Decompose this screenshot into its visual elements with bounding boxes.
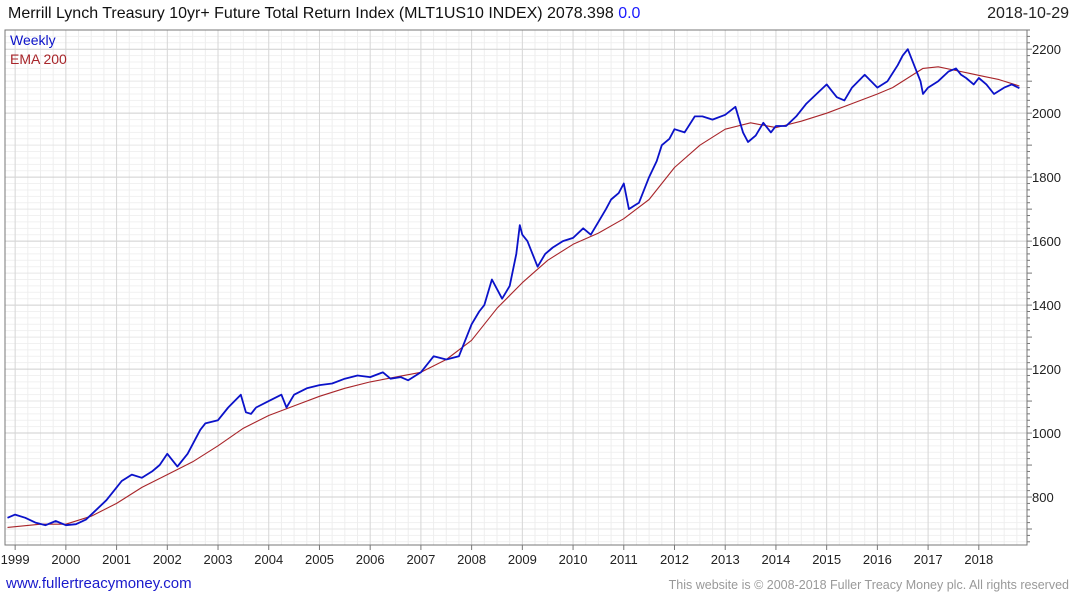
x-tick-label: 2002 (153, 552, 182, 567)
x-tick-label: 2005 (305, 552, 334, 567)
plot-frame (4, 29, 1028, 546)
legend-weekly: Weekly (10, 32, 56, 48)
x-tick-label: 2006 (356, 552, 385, 567)
y-tick-label: 1800 (1032, 170, 1061, 185)
major-grid (5, 30, 1027, 545)
x-tick-label: 2000 (51, 552, 80, 567)
y-axis: 800 1000 1200 1400 1600 1800 2000 2200 (1027, 29, 1061, 543)
y-tick-label: 1400 (1032, 298, 1061, 313)
x-tick-label: 2014 (761, 552, 790, 567)
chart-title: Merrill Lynch Treasury 10yr+ Future Tota… (8, 5, 640, 23)
y-tick-label: 1600 (1032, 234, 1061, 249)
x-tick-label: 2013 (711, 552, 740, 567)
series-ema-200 (7, 66, 1020, 528)
series-weekly (7, 48, 1020, 527)
chart-title-text: Merrill Lynch Treasury 10yr+ Future Tota… (8, 5, 614, 22)
x-tick-label: 2015 (812, 552, 841, 567)
series-layer (7, 48, 1020, 528)
chart-date: 2018-10-29 (987, 5, 1069, 22)
legend: Weekly EMA 200 (10, 32, 67, 67)
x-axis: 1999 2000 2001 2002 2003 2004 2005 2006 2007 2008… (1, 545, 993, 567)
x-tick-label: 2018 (964, 552, 993, 567)
x-tick-label: 2016 (863, 552, 892, 567)
y-tick-label: 2200 (1032, 42, 1061, 57)
y-tick-label: 800 (1032, 490, 1054, 505)
price-change: 0.0 (618, 5, 641, 22)
x-tick-label: 2012 (660, 552, 689, 567)
x-tick-label: 1999 (1, 552, 30, 567)
copyright-text: This website is © 2008-2018 Fuller Treac… (668, 578, 1069, 592)
x-tick-label: 2004 (254, 552, 283, 567)
x-tick-label: 2003 (204, 552, 233, 567)
x-tick-label: 2008 (457, 552, 486, 567)
y-tick-label: 1000 (1032, 426, 1061, 441)
y-tick-label: 1200 (1032, 362, 1061, 377)
y-tick-label: 2000 (1032, 106, 1061, 121)
x-tick-label: 2001 (102, 552, 131, 567)
legend-ema-200: EMA 200 (10, 51, 67, 67)
x-tick-label: 2011 (610, 552, 638, 567)
x-tick-label: 2007 (406, 552, 435, 567)
x-tick-label: 2010 (559, 552, 588, 567)
x-tick-label: 2009 (508, 552, 537, 567)
minor-grid (5, 29, 1027, 545)
website-link[interactable]: www.fullertreacymoney.com (6, 575, 192, 592)
x-tick-label: 2017 (914, 552, 943, 567)
